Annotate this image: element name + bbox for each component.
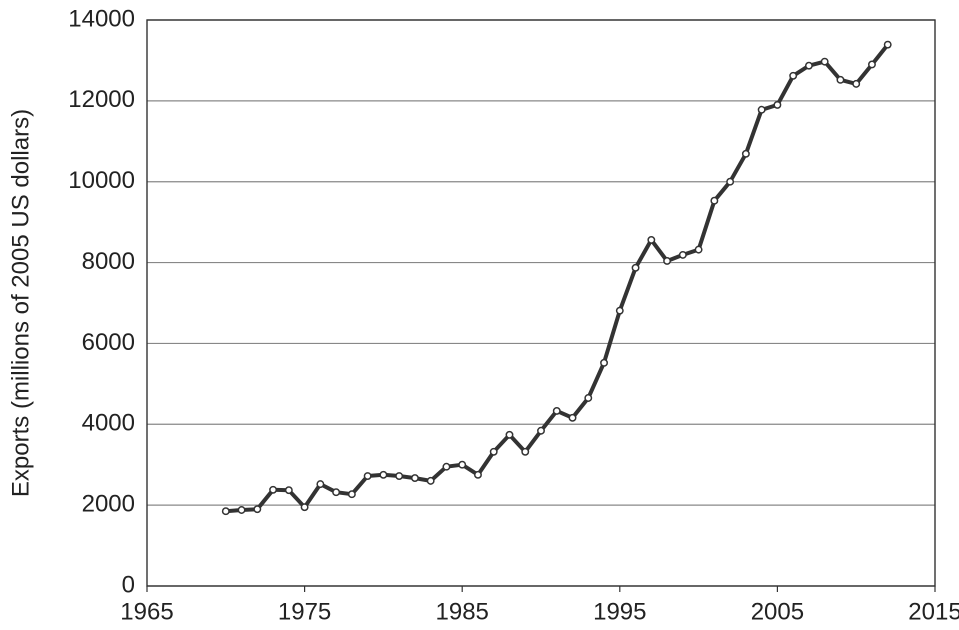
data-point [663,257,672,265]
data-point [237,506,246,514]
data-point [836,75,845,84]
data-point [221,507,230,516]
data-point [442,462,451,471]
x-tick-label: 2015 [908,598,959,625]
data-point [631,263,640,272]
data-point [552,406,561,415]
data-point [694,245,703,254]
data-point [773,100,782,109]
y-tick-label: 10000 [68,167,135,194]
data-point [521,447,530,456]
plot-frame [146,19,936,587]
data-point [300,503,309,512]
data-point [726,177,735,186]
data-point [584,394,593,402]
data-point [458,460,467,469]
data-point [426,476,435,485]
data-point [363,472,372,480]
y-tick-label: 6000 [82,329,135,356]
data-point [347,490,356,499]
data-point [804,61,813,70]
data-point [600,358,608,367]
y-tick-label: 14000 [68,5,135,32]
y-tick-label: 12000 [68,86,135,113]
y-axis-label: Exports (millions of 2005 US dollars) [7,109,34,497]
y-tick-label: 4000 [82,410,135,437]
x-tick-label: 1965 [120,598,173,625]
data-point [284,486,293,495]
x-tick-label: 2005 [751,598,804,625]
y-tick-label: 2000 [82,490,135,517]
data-point [269,485,278,494]
data-point [615,306,624,315]
data-point [537,426,545,435]
data-point [852,79,861,88]
data-point [489,447,498,456]
y-tick-label: 8000 [82,248,135,275]
data-point [757,105,766,114]
data-point [316,480,325,489]
data-point [505,430,514,439]
data-point [568,413,577,422]
x-tick-label: 1995 [593,598,646,625]
x-tick-label: 1985 [436,598,489,625]
x-tick-label: 1975 [278,598,331,625]
data-point [395,472,404,480]
data-point [474,470,482,479]
data-point [332,488,341,497]
data-point [710,196,719,205]
y-tick-label: 0 [122,571,135,598]
data-point [868,60,876,69]
data-point [379,470,388,479]
data-line [225,43,890,514]
data-point [647,235,656,244]
data-point [410,474,419,483]
data-point [678,250,687,259]
data-point [741,149,750,158]
data-point [253,505,262,514]
data-point [883,40,892,49]
data-point [820,57,829,66]
data-point [789,71,798,80]
